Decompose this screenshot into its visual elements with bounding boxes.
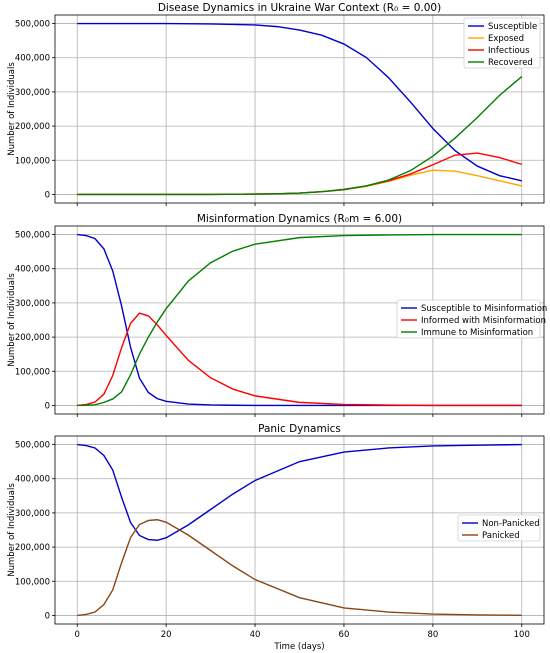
y-tick-label: 200,000 [15,543,50,553]
x-tick-label: 20 [161,630,172,640]
y-tick-label: 200,000 [15,333,50,343]
y-tick-label: 0 [45,401,50,411]
y-tick-label: 100,000 [15,156,50,166]
y-tick-label: 200,000 [15,122,50,132]
legend-label: Susceptible to Misinformation [421,304,547,314]
y-tick-label: 100,000 [15,367,50,377]
legend-label: Panicked [482,531,520,541]
legend-box [396,299,541,339]
y-tick-label: 500,000 [15,441,50,451]
chart-panel-3: 0 100,000 200,000 300,000 400,000 500,000 0 20 4… [7,423,545,652]
series-line-informed-with-misinformation [77,312,522,407]
y-tick-label: 0 [45,190,50,200]
x-tick-label: 80 [427,630,438,640]
y-tick-label: 100,000 [15,577,50,587]
chart-title: Misinformation Dynamics (R₀m = 6.00) [197,213,402,225]
legend-label: Infectious [488,46,530,56]
y-tick-label: 300,000 [15,88,50,98]
chart-panel-2: 0 100,000 200,000 300,000 400,000 500,000 Misi… [7,213,547,417]
x-tick-label: 0 [75,630,80,640]
legend: Susceptible Exposed Infectious Recovered [463,17,541,69]
y-tick-label: 300,000 [15,299,50,309]
legend-label: Exposed [488,34,524,44]
y-tick-label: 400,000 [15,475,50,485]
legend-label: Informed with Misinformation [421,316,546,326]
y-axis-label: Number of Individuals [7,62,17,156]
y-tick-label: 400,000 [15,265,50,275]
legend-label: Recovered [488,58,533,68]
y-axis-label: Number of Individuals [7,273,17,367]
y-tick-label: 400,000 [15,54,50,64]
y-tick-label: 0 [45,611,50,621]
x-tick-label: 60 [339,630,350,640]
plot-frame [54,14,545,204]
x-tick-label: 40 [250,630,261,640]
series-line-immune-to-misinformation [77,233,522,407]
series-line-non-panicked [77,443,522,541]
series-line-recovered [77,75,523,196]
series-line-susceptible [77,22,522,182]
y-tick-label: 300,000 [15,509,50,519]
chart-title: Panic Dynamics [258,423,341,435]
plot-frame [54,225,545,415]
plot-frame [54,435,545,625]
y-axis-label: Number of Individuals [7,483,17,577]
legend-label: Immune to Misinformation [421,328,533,338]
chart-title: Disease Dynamics in Ukraine War Context … [158,2,441,14]
legend-box [457,514,541,542]
legend-label: Susceptible [488,22,537,32]
legend-box [463,17,541,69]
legend: Susceptible to Misinformation Informed wi… [396,299,547,339]
legend-label: Non-Panicked [482,519,540,529]
y-tick-label: 500,000 [15,20,50,30]
x-axis-label: Time (days) [273,642,324,652]
chart-panel-1: 0 100,000 200,000 300,000 400,000 500,000 Dise… [7,2,545,206]
y-tick-label: 500,000 [15,231,50,241]
series-line-panicked [77,519,522,617]
legend: Non-Panicked Panicked [457,514,541,542]
x-tick-label: 100 [514,630,530,640]
